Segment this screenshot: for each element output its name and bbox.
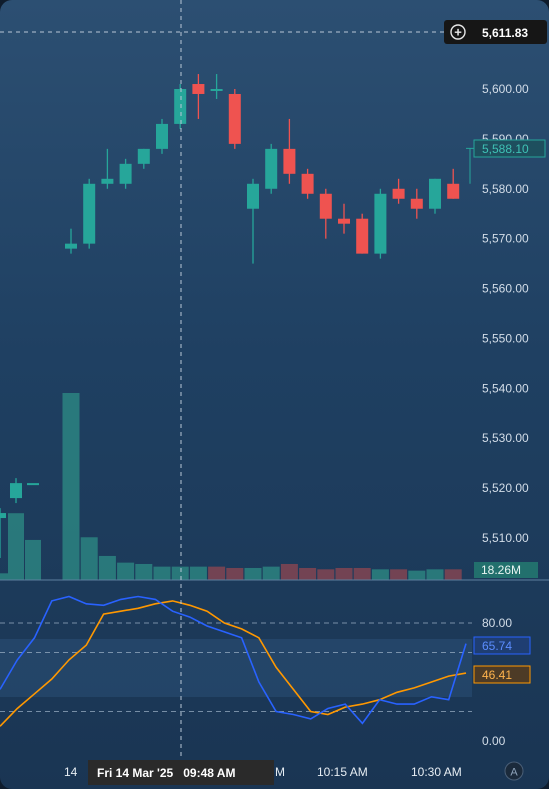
k-value-badge xyxy=(473,636,531,655)
candle-body xyxy=(338,218,350,224)
osc-d-line xyxy=(0,600,467,727)
last-price-badge xyxy=(473,139,546,158)
candle-body xyxy=(283,148,296,174)
volume-bar xyxy=(0,573,8,580)
volume-bar xyxy=(280,563,298,580)
volume-label: 18.26M xyxy=(481,563,521,577)
volume-bar xyxy=(262,566,280,580)
price-tick-label: 5,580.00 xyxy=(482,182,529,196)
time-label-3[interactable]: 10:30 AM xyxy=(411,765,462,779)
price-tick-label: 5,600.00 xyxy=(482,82,529,96)
volume-bar xyxy=(335,567,353,580)
volume-bar xyxy=(62,393,80,580)
volume-bar xyxy=(353,567,371,580)
volume-bar xyxy=(153,566,171,580)
candle-body xyxy=(137,148,150,164)
candle-body xyxy=(429,178,441,209)
price-tick-label: 5,510.00 xyxy=(482,531,529,545)
volume-bar xyxy=(135,563,153,580)
candle-body xyxy=(27,483,39,486)
volume-bar xyxy=(189,566,207,580)
price-tick-label: 5,560.00 xyxy=(482,282,529,296)
crosshair-time-badge xyxy=(88,760,274,785)
price-tick-label: 5,550.00 xyxy=(482,331,529,345)
candle-body xyxy=(447,183,460,199)
candle-body xyxy=(210,89,223,91)
osc-tick-label: 0.00 xyxy=(482,734,506,748)
candle-body xyxy=(319,193,332,219)
volume-bar xyxy=(208,566,226,580)
volume-layer xyxy=(0,393,462,580)
svg-text:+: + xyxy=(454,25,462,40)
candle-body xyxy=(174,89,187,124)
oscillator-layer xyxy=(0,595,472,727)
crosshair-time-label: Fri 14 Mar '25 09:48 AM xyxy=(97,766,235,780)
volume-bar xyxy=(444,569,462,580)
candle-body xyxy=(265,148,278,189)
candle-layer xyxy=(0,74,474,558)
volume-bar xyxy=(426,569,444,580)
candle-body xyxy=(101,178,114,184)
time-label-1[interactable]: M xyxy=(275,765,285,779)
volume-bar xyxy=(408,570,426,580)
auto-scale-button[interactable]: A xyxy=(504,761,524,781)
oscillator-axis[interactable]: 80.00 0.00 xyxy=(482,616,512,748)
volume-bar xyxy=(244,567,262,580)
candle-body xyxy=(374,193,387,254)
price-tick-label: 5,540.00 xyxy=(482,381,529,395)
price-axis[interactable]: 5,600.005,590.005,580.005,570.005,560.00… xyxy=(482,82,529,545)
plus-icon[interactable]: + xyxy=(450,24,466,40)
price-tick-label: 5,520.00 xyxy=(482,481,529,495)
volume-bar xyxy=(117,562,135,580)
candle-body xyxy=(247,183,259,209)
volume-bar xyxy=(390,569,408,580)
candle-body xyxy=(392,188,405,199)
volume-bar xyxy=(299,567,317,580)
candle-body xyxy=(0,513,6,519)
svg-text:A: A xyxy=(510,767,518,779)
osc-k-line xyxy=(0,595,467,725)
crosshair-price-badge xyxy=(444,20,547,44)
candle-body xyxy=(119,163,132,184)
price-tick-label: 5,570.00 xyxy=(482,232,529,246)
volume-bar xyxy=(171,566,189,580)
k-value-label: 65.74 xyxy=(482,639,512,653)
d-value-label: 46.41 xyxy=(482,668,512,682)
candle-body xyxy=(65,243,77,249)
candle-body xyxy=(83,183,96,244)
time-label-2[interactable]: 10:15 AM xyxy=(317,765,368,779)
candle-body xyxy=(301,173,314,194)
volume-bar xyxy=(8,513,24,580)
osc-tick-label: 80.00 xyxy=(482,616,512,630)
candle-body xyxy=(192,84,205,94)
time-label-0[interactable]: 14 xyxy=(64,765,78,779)
volume-bar xyxy=(25,539,41,580)
oscillator-band xyxy=(0,639,472,697)
crosshair-price-label: 5,611.83 xyxy=(482,26,528,40)
volume-bar xyxy=(80,537,98,580)
volume-badge xyxy=(474,562,538,578)
candle-body xyxy=(156,123,168,149)
volume-bar xyxy=(226,567,244,580)
volume-bar xyxy=(371,569,389,580)
volume-bar xyxy=(98,555,116,580)
candle-body xyxy=(356,218,369,254)
candle-body xyxy=(10,483,22,499)
price-tick-label: 5,530.00 xyxy=(482,431,529,445)
candle-body xyxy=(228,93,241,144)
candle-body xyxy=(410,198,423,209)
volume-bar xyxy=(317,569,335,580)
last-price-label: 5,588.10 xyxy=(482,142,529,156)
d-value-badge xyxy=(473,665,531,684)
